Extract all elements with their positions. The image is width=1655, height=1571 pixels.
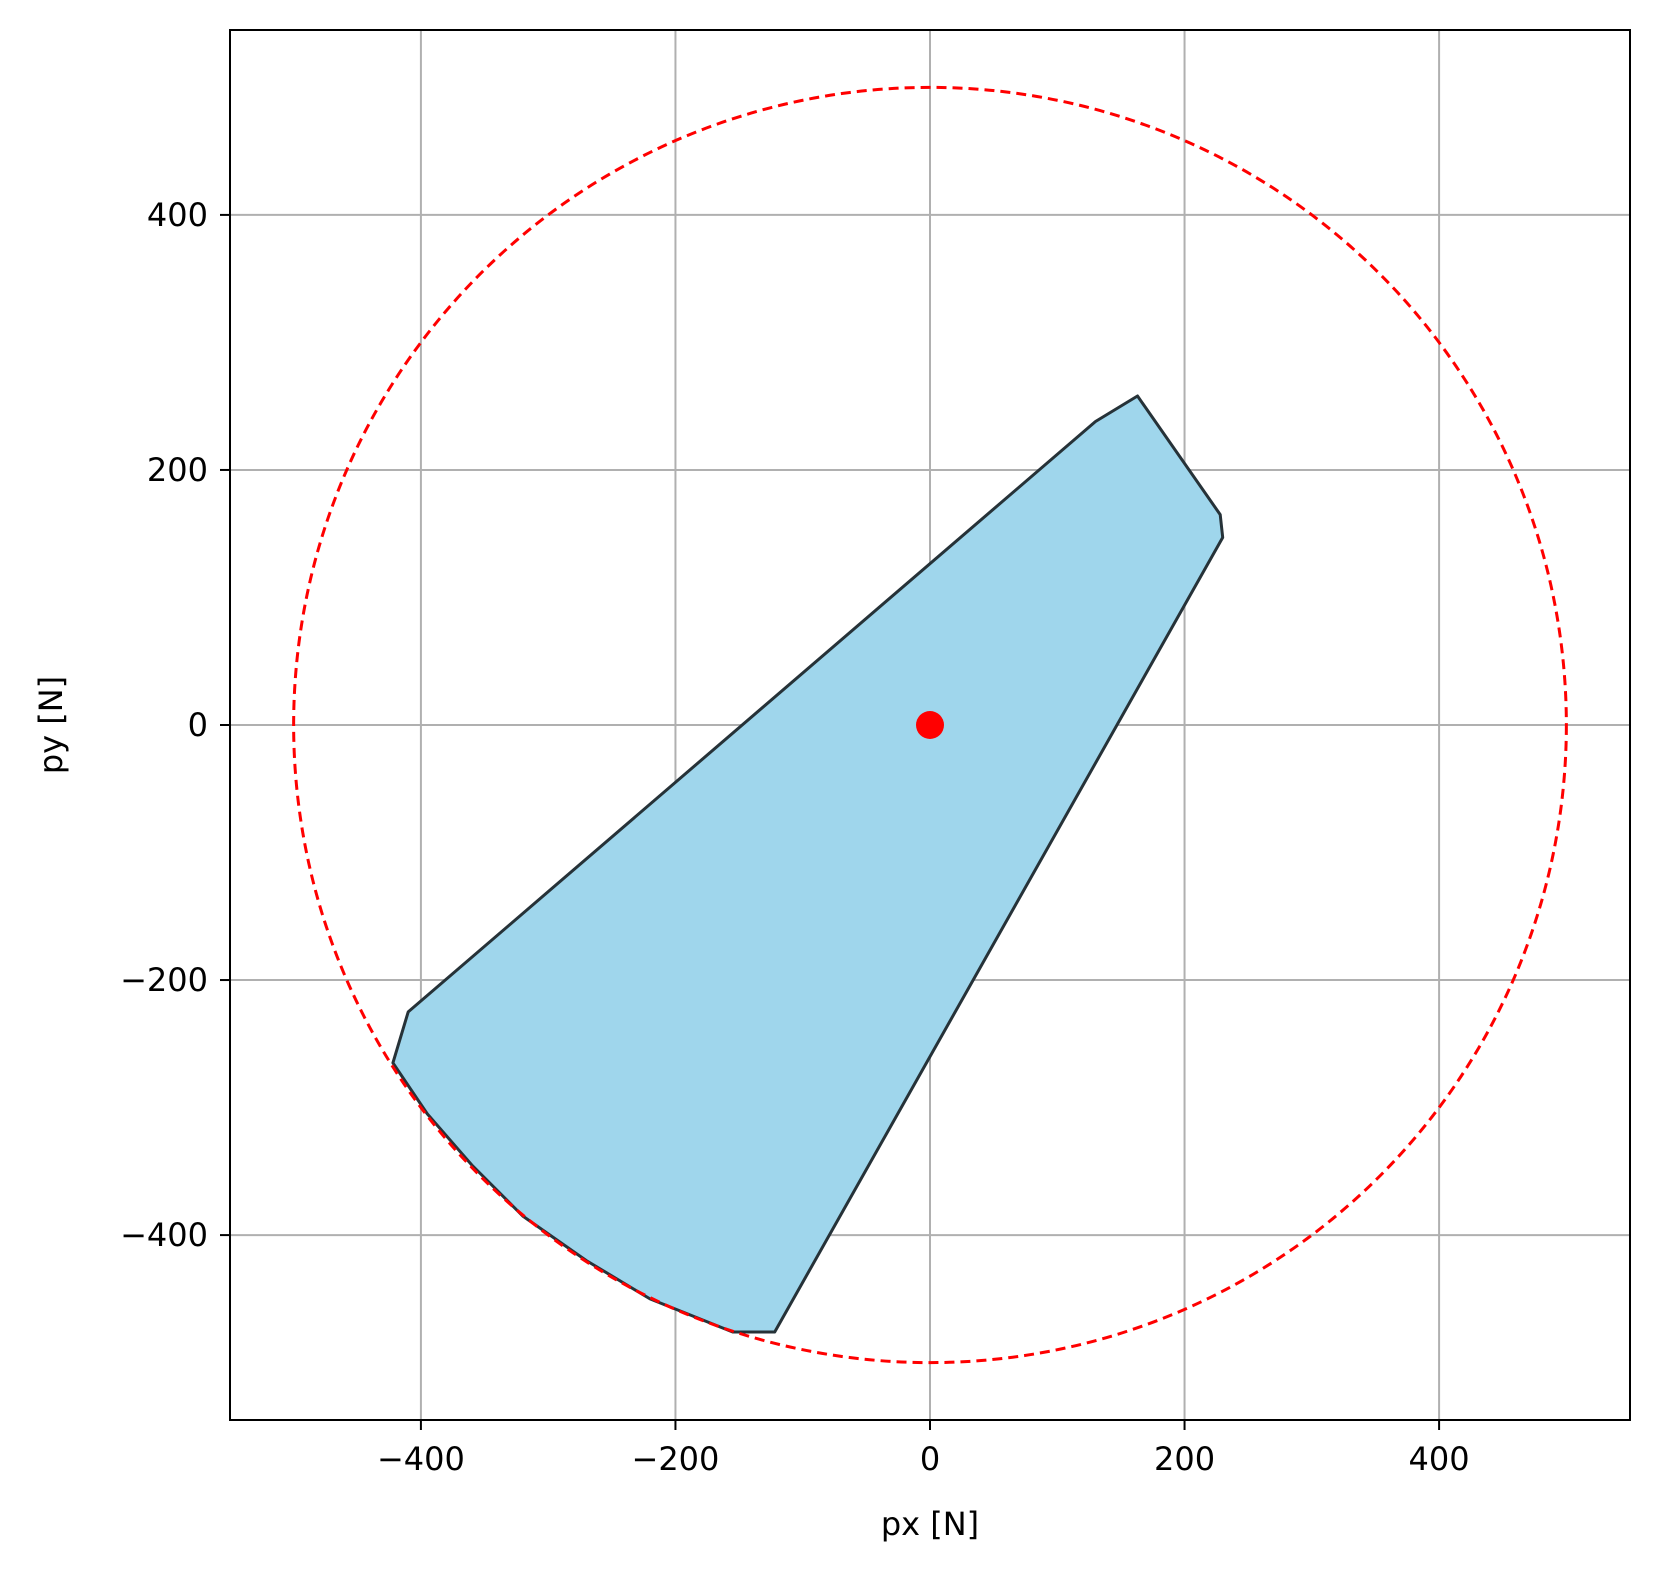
y-axis-ticks: −400 −200 0 200 400 [120, 196, 230, 1254]
origin-marker [916, 711, 944, 739]
origin-point [916, 711, 944, 739]
x-tick-label-3: 200 [1154, 1440, 1215, 1478]
y-tick-label-3: 200 [147, 451, 208, 489]
y-tick-label-0: −400 [120, 1216, 208, 1254]
force-limit-circle [292, 85, 1568, 1365]
x-tick-label-2: 0 [920, 1440, 940, 1478]
y-axis-label: py [N] [32, 676, 70, 774]
region-polygon [391, 394, 1225, 1334]
y-tick-label-2: 0 [188, 706, 208, 744]
x-tick-label-0: −400 [377, 1440, 465, 1478]
circle-outline [292, 85, 1568, 1365]
x-axis-label: px [N] [881, 1505, 979, 1543]
x-axis-ticks: −400 −200 0 200 400 [377, 1420, 1470, 1478]
feasible-region [391, 394, 1225, 1334]
x-tick-label-1: −200 [632, 1440, 720, 1478]
y-tick-label-1: −200 [120, 961, 208, 999]
y-tick-label-4: 400 [147, 196, 208, 234]
x-tick-label-4: 400 [1409, 1440, 1470, 1478]
